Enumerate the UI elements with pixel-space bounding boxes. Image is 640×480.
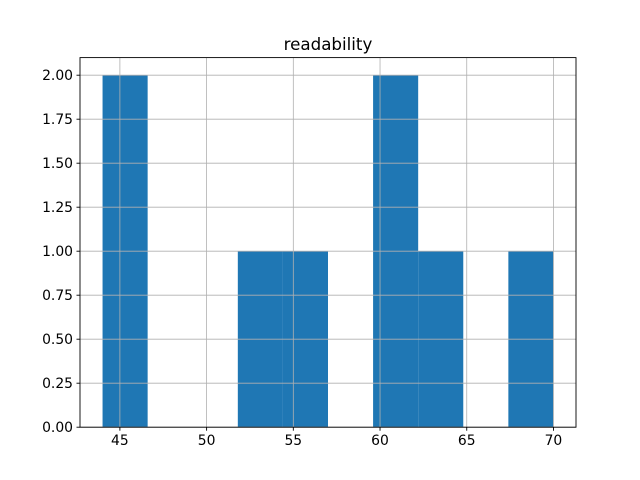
y-tick-label: 0.25 [42,376,73,392]
x-tick-label: 55 [284,433,302,449]
axes-layer [76,57,577,431]
x-tick-label: 65 [458,433,476,449]
y-tick-label: 2.00 [42,68,73,84]
x-tick-label: 50 [198,433,216,449]
x-tick-label: 70 [545,433,563,449]
chart-title: readability [284,34,373,54]
x-tick-label: 60 [371,433,389,449]
y-tick-label: 0.00 [42,420,73,436]
y-tick-label: 0.75 [42,288,73,304]
y-tick-label: 1.75 [42,112,73,128]
y-tick-label: 1.00 [42,244,73,260]
labels-layer: 45 50 55 60 65 70 0.00 0.25 0.50 0.75 1.00 1.25 1.50… [42,68,562,449]
y-tick-label: 1.25 [42,200,73,216]
x-tick-label: 45 [111,433,129,449]
plot-border [79,57,577,428]
y-tick-label: 1.50 [42,156,73,172]
y-tick-label: 0.50 [42,332,73,348]
